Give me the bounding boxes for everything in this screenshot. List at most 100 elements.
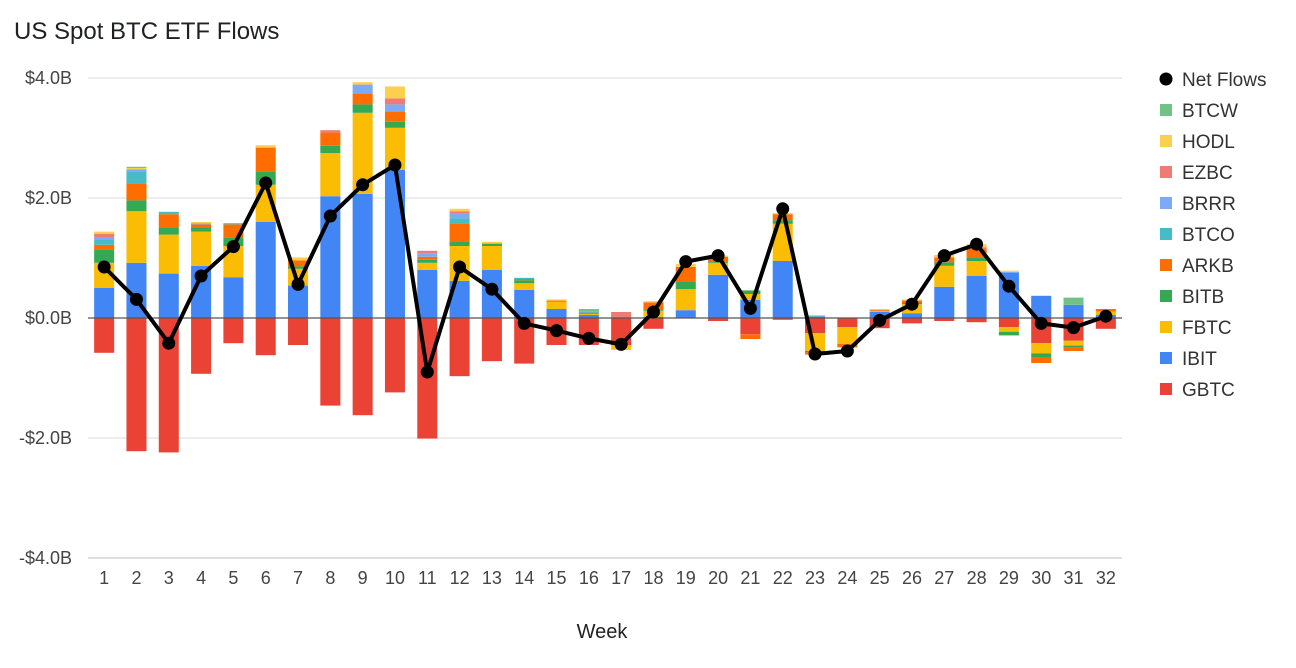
- bar-gbtc-week-5: [223, 318, 244, 344]
- legend-swatch-ezbc: [1160, 166, 1172, 178]
- bar-fbtc-week-19: [675, 289, 696, 311]
- bar-ibit-week-31: [1063, 304, 1084, 318]
- bar-gbtc-week-13: [481, 318, 502, 362]
- x-tick-label: 21: [740, 568, 760, 588]
- bar-arkb-week-1: [94, 244, 115, 250]
- net-flows-point-week-15: [550, 324, 564, 338]
- legend-label-fbtc: FBTC: [1182, 318, 1232, 339]
- legend-swatch-bitb: [1160, 290, 1172, 302]
- bar-gbtc-week-22: [772, 318, 793, 320]
- bar-btco-week-5: [223, 223, 244, 225]
- bar-arkb-week-21: [740, 334, 761, 339]
- bar-gbtc-week-26: [901, 318, 922, 324]
- net-flows-point-week-6: [259, 176, 273, 190]
- x-tick-label: 12: [450, 568, 470, 588]
- bar-bitb-week-4: [191, 228, 212, 232]
- net-flows-point-week-1: [97, 260, 111, 274]
- bar-ibit-week-14: [514, 289, 535, 318]
- x-tick-label: 27: [934, 568, 954, 588]
- x-tick-label: 17: [611, 568, 631, 588]
- net-flows-point-week-30: [1034, 316, 1048, 330]
- net-flows-point-week-25: [873, 313, 887, 327]
- x-tick-label: 23: [805, 568, 825, 588]
- legend-label-hodl: HODL: [1182, 132, 1235, 153]
- bar-bitb-week-13: [481, 243, 502, 246]
- bar-gbtc-week-9: [352, 318, 373, 416]
- bar-btco-week-12: [449, 218, 470, 224]
- x-tick-label: 4: [196, 568, 206, 588]
- bar-btco-week-14: [514, 277, 535, 279]
- bar-hodl-week-2: [126, 168, 147, 170]
- bar-fbtc-week-4: [191, 231, 212, 266]
- net-flows-point-week-13: [485, 282, 499, 296]
- net-flows-point-week-8: [323, 209, 337, 223]
- legend-label-btcw: BTCW: [1182, 101, 1238, 122]
- net-flows-point-week-27: [937, 249, 951, 263]
- bar-arkb-week-2: [126, 183, 147, 201]
- net-flows-point-week-28: [970, 237, 984, 251]
- bar-brrr-week-12: [449, 213, 470, 219]
- x-tick-label: 1: [99, 568, 109, 588]
- bar-ibit-week-26: [901, 313, 922, 318]
- bar-bitb-week-7: [288, 266, 309, 269]
- bar-ibit-week-9: [352, 193, 373, 318]
- net-flows-point-week-16: [582, 331, 596, 345]
- net-flows-point-week-9: [356, 178, 370, 192]
- legend-swatch-gbtc: [1160, 383, 1172, 395]
- bar-fbtc-week-13: [481, 246, 502, 270]
- bar-brrr-week-10: [384, 104, 405, 112]
- bar-hodl-week-15: [546, 299, 567, 301]
- legend-swatch-ibit: [1160, 352, 1172, 364]
- x-tick-label: 7: [293, 568, 303, 588]
- bar-fbtc-week-10: [384, 127, 405, 170]
- bar-gbtc-week-32: [1095, 318, 1116, 329]
- legend-label-btco: BTCO: [1182, 225, 1235, 246]
- net-flows-point-week-3: [162, 336, 176, 350]
- bar-ibit-week-1: [94, 288, 115, 318]
- net-flows-point-week-31: [1067, 321, 1081, 335]
- bar-fbtc-week-16: [578, 313, 599, 315]
- bar-ibit-week-22: [772, 261, 793, 318]
- bar-fbtc-week-27: [934, 265, 955, 287]
- bar-fbtc-week-28: [966, 261, 987, 276]
- net-flows-point-week-12: [453, 260, 467, 274]
- bar-hodl-week-7: [288, 257, 309, 261]
- bar-fbtc-week-2: [126, 211, 147, 263]
- bar-hodl-week-4: [191, 222, 212, 224]
- bar-brrr-week-2: [126, 169, 147, 172]
- bar-arkb-week-3: [158, 214, 179, 228]
- bar-bitb-week-3: [158, 227, 179, 235]
- bar-btcw-week-2: [126, 166, 147, 168]
- x-tick-label: 6: [261, 568, 271, 588]
- bar-bitb-week-11: [417, 259, 438, 263]
- bar-ezbc-week-1: [94, 234, 115, 238]
- bar-gbtc-week-27: [934, 318, 955, 321]
- bar-ibit-week-16: [578, 315, 599, 318]
- bar-bitb-week-10: [384, 121, 405, 128]
- bar-ibit-week-28: [966, 276, 987, 318]
- bar-hodl-week-12: [449, 208, 470, 212]
- bar-arkb-week-12: [449, 223, 470, 242]
- net-flows-point-week-17: [614, 337, 628, 351]
- bar-fbtc-week-25: [869, 310, 890, 312]
- bar-hodl-week-18: [643, 301, 664, 303]
- bar-ibit-week-27: [934, 286, 955, 318]
- bar-hodl-week-29: [998, 270, 1019, 272]
- legend-label-ezbc: EZBC: [1182, 163, 1233, 184]
- bar-bitb-week-12: [449, 241, 470, 246]
- bar-arkb-week-6: [255, 147, 276, 172]
- bar-gbtc-week-21: [740, 318, 761, 335]
- bar-gbtc-week-10: [384, 318, 405, 393]
- x-tick-label: 2: [131, 568, 141, 588]
- x-tick-label: 16: [579, 568, 599, 588]
- bar-arkb-week-7: [288, 260, 309, 267]
- bar-ibit-week-19: [675, 310, 696, 318]
- bar-arkb-week-25: [869, 309, 890, 311]
- bar-gbtc-week-7: [288, 318, 309, 345]
- bar-ibit-week-20: [708, 274, 729, 318]
- legend-label-bitb: BITB: [1182, 287, 1224, 308]
- x-tick-label: 25: [870, 568, 890, 588]
- bar-bitb-week-9: [352, 104, 373, 113]
